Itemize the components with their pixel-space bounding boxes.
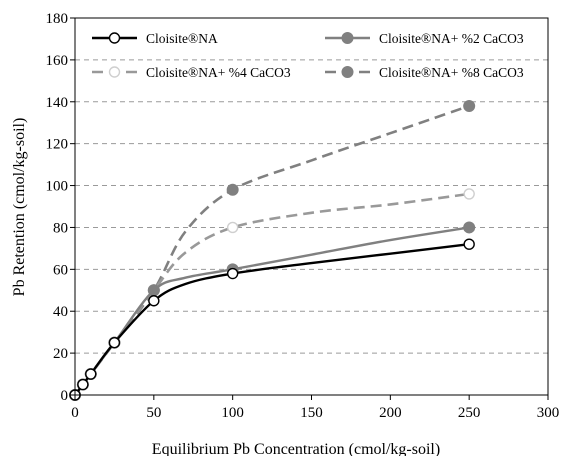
- legend: Cloisite®NA Cloisite®NA+ %2 CaCO3 Cloisite…: [92, 31, 524, 80]
- series-line: [74, 243, 470, 396]
- x-tick-label: 50: [146, 405, 161, 421]
- x-tick-label: 250: [458, 405, 481, 421]
- legend-swatch-marker: [108, 32, 121, 44]
- y-tick-label: 20: [53, 346, 68, 362]
- y-tick-label: 60: [53, 262, 68, 278]
- y-tick-label: 160: [46, 53, 69, 69]
- legend-entry: Cloisite®NA+ %8 CaCO3: [325, 65, 524, 80]
- y-tick-label: 100: [46, 179, 69, 195]
- series-line: [73, 192, 470, 396]
- x-axis-title: Equilibrium Pb Concentration (cmol/kg-so…: [152, 441, 440, 456]
- legend-swatch-marker: [108, 66, 121, 78]
- legend-label: Cloisite®NA+ %4 CaCO3: [146, 65, 291, 80]
- legend-entry: Cloisite®NA+ %2 CaCO3: [325, 31, 524, 46]
- legend-swatch-marker: [341, 32, 354, 44]
- data-point: [463, 238, 475, 250]
- legend-label: Cloisite®NA+ %2 CaCO3: [379, 31, 524, 46]
- data-point: [77, 378, 89, 391]
- data-point: [148, 295, 160, 307]
- series-layer: [69, 99, 476, 401]
- axis-ticks: 0 20 40 60 80 100 120 140 160 180 0 50 100 150 200 250 3…: [46, 11, 560, 421]
- data-point: [463, 221, 476, 234]
- data-point: [147, 284, 160, 297]
- legend-label: Cloisite®NA: [146, 31, 218, 46]
- data-point: [226, 267, 239, 280]
- y-tick-label: 140: [46, 95, 69, 111]
- y-axis-title: Pb Retention (cmol/kg-soil): [11, 118, 28, 297]
- legend-entry: Cloisite®NA+ %4 CaCO3: [92, 65, 291, 80]
- x-tick-label: 300: [537, 405, 560, 421]
- data-point: [463, 188, 475, 200]
- y-tick-label: 180: [46, 11, 69, 27]
- x-tick-label: 0: [71, 405, 79, 421]
- data-point: [85, 368, 97, 380]
- legend-swatch-marker: [341, 66, 354, 78]
- y-tick-label: 80: [53, 220, 68, 236]
- x-tick-label: 200: [379, 405, 402, 421]
- y-tick-label: 40: [53, 304, 68, 320]
- gridlines: [75, 59, 548, 354]
- data-point: [108, 336, 121, 349]
- data-point: [226, 221, 239, 234]
- y-tick-label: 0: [61, 388, 69, 404]
- legend-entry: Cloisite®NA: [92, 31, 218, 46]
- series-0: [69, 238, 475, 401]
- y-tick-label: 120: [46, 137, 69, 153]
- data-point: [226, 183, 239, 196]
- series-2: [69, 188, 475, 401]
- x-tick-label: 150: [300, 405, 323, 421]
- x-tick-label: 100: [221, 405, 244, 421]
- data-point: [463, 99, 476, 112]
- legend-label: Cloisite®NA+ %8 CaCO3: [379, 65, 524, 80]
